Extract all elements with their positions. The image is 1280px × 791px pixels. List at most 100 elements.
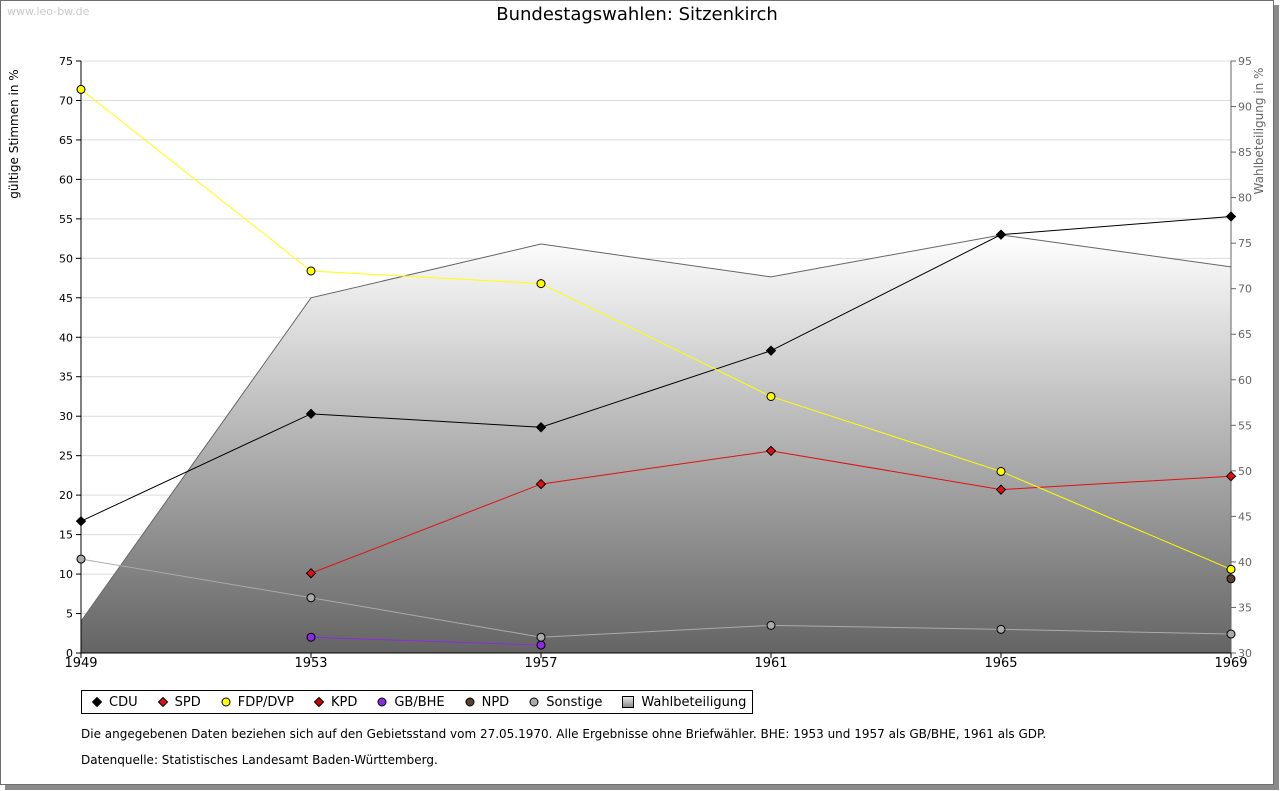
data-point [536, 279, 546, 289]
legend-item: GB/BHE [371, 694, 445, 710]
y-tick-label: 0 [66, 647, 73, 660]
axes: 0 5 10 15 20 25 30 35 40 45 50 55 60 65 70 75 30 35 40 45 50… [59, 55, 1252, 671]
legend-label: NPD [481, 694, 510, 710]
y-tick-label: 25 [59, 450, 73, 463]
y-tick-label: 50 [59, 252, 73, 265]
data-point [305, 408, 317, 420]
y-tick-label: 15 [59, 529, 73, 542]
data-point [306, 593, 316, 603]
y2-tick-label: 90 [1238, 101, 1252, 114]
y2-tick-label: 50 [1238, 465, 1252, 478]
turnout-area-line [80, 234, 1232, 622]
legend-label: Wahlbeteiligung [641, 694, 747, 710]
data-point [765, 445, 777, 457]
legend-swatch [92, 697, 102, 707]
data-point [995, 484, 1007, 495]
data-point [75, 515, 87, 527]
footnote: Die angegebenen Daten beziehen sich auf … [81, 727, 1047, 741]
legend-swatch [221, 697, 231, 707]
series-markers [75, 84, 1237, 650]
legend-swatch [622, 696, 635, 708]
legend-item: CDU [86, 695, 138, 710]
data-point [306, 266, 316, 276]
data-point [306, 632, 316, 642]
data-point [766, 391, 776, 401]
chart-legend: CDU SPD FDP/DVP KPD GB/BHE NPD Sonstige Wahlbet… [81, 690, 754, 714]
data-point [305, 568, 317, 579]
data-point [1225, 470, 1237, 482]
y2-tick-label: 80 [1238, 192, 1252, 205]
data-point [996, 466, 1006, 476]
legend-item: Sonstige [523, 695, 602, 710]
data-point [535, 478, 547, 490]
y-tick-label: 45 [59, 292, 73, 305]
y-tick-label: 20 [59, 489, 73, 502]
x-tick-label: 1969 [1214, 656, 1247, 671]
data-point [535, 422, 547, 433]
legend-label: Sonstige [546, 694, 603, 710]
legend-item: KPD [308, 695, 357, 710]
turnout-area-fill [81, 234, 1231, 654]
data-point [536, 632, 546, 642]
data-point [995, 229, 1007, 240]
legend-marker-shape [221, 697, 231, 707]
data-point [765, 345, 777, 356]
data-source: Datenquelle: Statistisches Landesamt Bad… [81, 753, 438, 767]
series-line [310, 636, 542, 646]
legend-swatch [377, 697, 387, 707]
legend-swatch [157, 697, 168, 707]
y-tick-label: 65 [59, 134, 73, 147]
data-point [76, 554, 86, 564]
legend-marker-shape [92, 697, 102, 707]
y-tick-label: 5 [66, 608, 73, 621]
series-line [80, 89, 1232, 570]
chart-plot: 0 5 10 15 20 25 30 35 40 45 50 55 60 65 70 75 30 35 40 45 50… [7, 55, 1266, 671]
y-tick-label: 55 [59, 213, 73, 226]
y2-tick-label: 95 [1238, 55, 1252, 68]
legend-item: NPD [459, 694, 510, 710]
y2-tick-label: 60 [1238, 374, 1252, 387]
series-line [80, 216, 1232, 522]
y2-tick-label: 55 [1238, 419, 1252, 432]
data-point [1226, 574, 1236, 584]
legend-label: GB/BHE [394, 694, 445, 710]
legend-item: SPD [152, 695, 201, 710]
y-tick-label: 40 [59, 331, 73, 344]
legend-swatch [529, 697, 539, 707]
data-point [1226, 629, 1236, 639]
legend-marker-shape [313, 697, 324, 707]
y-tick-label: 30 [59, 410, 73, 423]
data-point [536, 640, 546, 650]
series-line [80, 558, 1232, 638]
y2-tick-label: 35 [1238, 601, 1252, 614]
legend-label: CDU [109, 694, 138, 710]
legend-marker-shape [465, 697, 475, 707]
data-point [996, 624, 1006, 634]
y2-axis-title: Wahlbeteiligung in % [1252, 68, 1266, 195]
y-tick-label: 75 [59, 55, 73, 68]
y2-tick-label: 40 [1238, 556, 1252, 569]
legend-label: SPD [174, 694, 201, 710]
x-tick-label: 1961 [754, 656, 787, 671]
legend-swatch [313, 697, 324, 707]
turnout-area [80, 234, 1232, 654]
y2-tick-label: 30 [1238, 647, 1252, 660]
y-tick-label: 70 [59, 94, 73, 107]
y-tick-label: 10 [59, 568, 73, 581]
y-axis-title: gültige Stimmen in % [7, 69, 21, 198]
y2-tick-label: 45 [1238, 510, 1252, 523]
legend-swatch [465, 697, 475, 707]
data-point [76, 84, 86, 94]
legend-item: FDP/DVP [215, 695, 294, 710]
x-tick-label: 1949 [64, 656, 97, 671]
x-tick-label: 1957 [524, 656, 557, 671]
x-tick-label: 1953 [294, 656, 327, 671]
y2-tick-label: 70 [1238, 283, 1252, 296]
y2-tick-label: 75 [1238, 237, 1252, 250]
y-tick-label: 60 [59, 173, 73, 186]
data-point [1226, 564, 1236, 574]
legend-item: Wahlbeteiligung [616, 695, 746, 710]
legend-label: FDP/DVP [237, 694, 294, 710]
data-point [766, 620, 776, 630]
